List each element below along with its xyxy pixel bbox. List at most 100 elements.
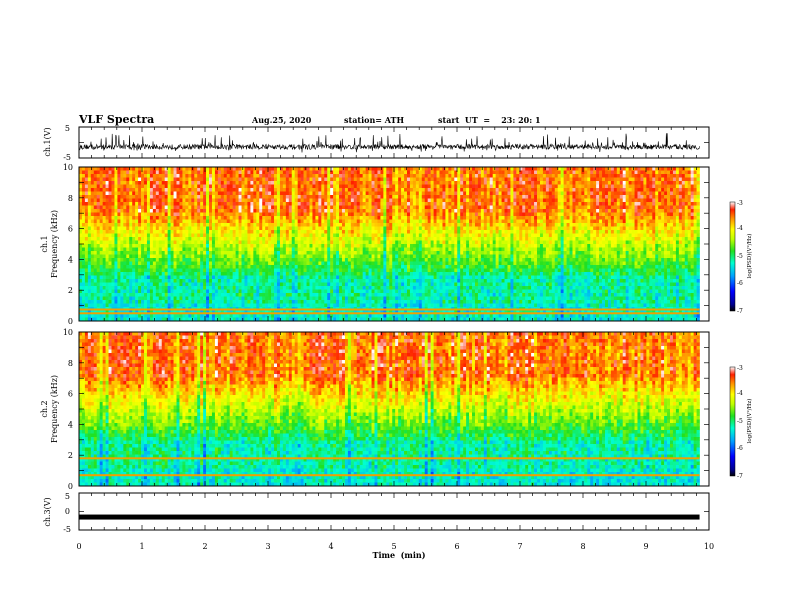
spectrogram-cell — [404, 185, 407, 189]
spectrogram-cell — [457, 188, 460, 192]
spectrogram-cell — [534, 171, 537, 175]
spectrogram-cell — [179, 192, 182, 196]
spectrogram-cell — [676, 174, 679, 178]
spectrogram-cell — [304, 181, 307, 185]
spectrogram-cell — [265, 192, 268, 196]
spectrogram-cell — [215, 185, 218, 189]
spectrogram-cell — [410, 188, 413, 192]
spectrogram-cell — [233, 174, 236, 178]
spectrogram-cell — [348, 185, 351, 189]
spectrogram-cell — [525, 171, 528, 175]
spectrogram-cell — [277, 188, 280, 192]
spectrogram-cell — [469, 188, 472, 192]
spectrogram-cell — [457, 174, 460, 178]
spectrogram-cell — [667, 167, 670, 171]
spectrogram-cell — [416, 185, 419, 189]
spectrogram-cell — [626, 171, 629, 175]
spectrogram-cell — [174, 181, 177, 185]
spectrogram-cell — [327, 181, 330, 185]
spectrogram-cell — [525, 185, 528, 189]
spectrogram-cell — [162, 181, 165, 185]
spectrogram-cell — [410, 178, 413, 182]
spectrogram-cell — [567, 171, 570, 175]
spectrogram-cell — [487, 188, 490, 192]
spectrogram-cell — [333, 174, 336, 178]
spectrogram-cell — [298, 167, 301, 171]
spectrogram-cell — [372, 185, 375, 189]
spectrogram-cell — [614, 188, 617, 192]
spectrogram-cell — [611, 171, 614, 175]
spectrogram-cell — [531, 171, 534, 175]
spectrogram-cell — [460, 167, 463, 171]
spectrogram-cell — [484, 178, 487, 182]
spectrogram-cell — [354, 188, 357, 192]
spectrogram-cell — [635, 167, 638, 171]
spectrogram-cell — [623, 178, 626, 182]
spectrogram-cell — [363, 192, 366, 196]
spectrogram-cell — [460, 178, 463, 182]
ch1-spectrogram-panel: 0246810 ch.1 Frequency (kHz) -3 -4 -5 -6… — [40, 163, 753, 326]
spectrogram-cell — [221, 181, 224, 185]
spectrogram-cell — [239, 181, 242, 185]
spectrogram-cell — [209, 171, 212, 175]
spectrogram-cell — [185, 171, 188, 175]
spectrogram-cell — [147, 174, 150, 178]
header-start-ut: start UT = 23: 20: 1 — [438, 115, 541, 125]
spectrogram-cell — [649, 167, 652, 171]
spectrogram-cell — [434, 178, 437, 182]
spectrogram-cell — [404, 174, 407, 178]
spectrogram-cell — [265, 178, 268, 182]
spectrogram-cell — [123, 192, 126, 196]
spectrogram-cell — [132, 174, 135, 178]
spectrogram-cell — [552, 178, 555, 182]
spectrogram-cell — [363, 188, 366, 192]
spectrogram-cell — [179, 185, 182, 189]
spectrogram-cell — [404, 178, 407, 182]
spectrogram-cell — [649, 178, 652, 182]
spectrogram-cell — [437, 171, 440, 175]
header-date: Aug.25, 2020 — [251, 115, 312, 125]
spectrogram-cell — [555, 181, 558, 185]
spectrogram-cell — [203, 178, 206, 182]
spectrogram-cell — [552, 188, 555, 192]
spectrogram-cell — [242, 188, 245, 192]
spectrogram-cell — [295, 167, 298, 171]
spectrogram-cell — [493, 174, 496, 178]
spectrogram-cell — [147, 181, 150, 185]
spectrogram-cell — [91, 192, 94, 196]
spectrogram-cell — [552, 174, 555, 178]
spectrogram-cell — [481, 181, 484, 185]
spectrogram-cell — [321, 167, 324, 171]
spectrogram-cell — [321, 171, 324, 175]
spectrogram-cell — [466, 181, 469, 185]
spectrogram-cell — [117, 185, 120, 189]
spectrogram-cell — [262, 188, 265, 192]
spectrogram-cell — [466, 188, 469, 192]
spectrogram-cell — [546, 188, 549, 192]
spectrogram-cell — [466, 174, 469, 178]
spectrogram-cell — [587, 185, 590, 189]
spectrogram-cell — [632, 178, 635, 182]
spectrogram-cell — [398, 181, 401, 185]
spectrogram-cell — [348, 174, 351, 178]
spectrogram-cell — [676, 167, 679, 171]
spectrogram-cell — [670, 167, 673, 171]
spectrogram-cell — [640, 174, 643, 178]
vlf-figure: VLF Spectra Aug.25, 2020 station= ATH st… — [0, 0, 792, 612]
spectrogram-cell — [286, 188, 289, 192]
spectrogram-cell — [318, 174, 321, 178]
spectrogram-cell — [224, 171, 227, 175]
spectrogram-cell — [549, 174, 552, 178]
spectrogram-cell — [635, 178, 638, 182]
spectrogram-cell — [614, 185, 617, 189]
spectrogram-cell — [629, 171, 632, 175]
spectrogram-cell — [682, 167, 685, 171]
spectrogram-cell — [502, 171, 505, 175]
spectrogram-cell — [525, 188, 528, 192]
spectrogram-cell — [114, 185, 117, 189]
spectrogram-cell — [658, 188, 661, 192]
spectrogram-cell — [623, 167, 626, 171]
spectrogram-cell — [425, 185, 428, 189]
spectrogram-cell — [510, 188, 513, 192]
spectrogram-cell — [244, 167, 247, 171]
